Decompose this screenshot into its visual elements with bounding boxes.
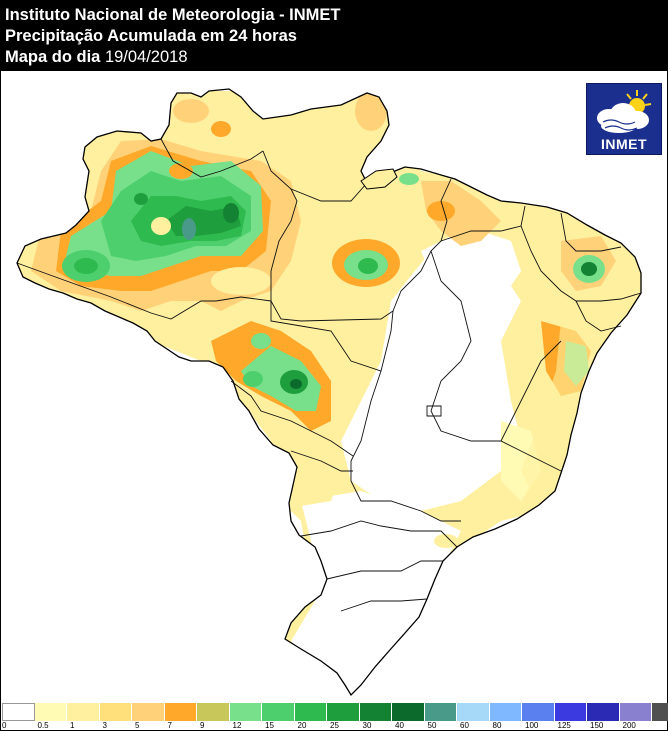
sun-cloud-logo-icon: [597, 90, 652, 133]
legend-tick: 60: [460, 721, 469, 730]
legend-swatch: [392, 703, 425, 721]
legend-swatch: [359, 703, 392, 721]
map-subtitle: Precipitação Acumulada em 24 horas: [5, 27, 297, 45]
legend-swatch: [132, 703, 165, 721]
legend-tick: 80: [492, 721, 502, 730]
legend-swatch: [327, 703, 360, 721]
logo-text: INMET: [600, 136, 648, 152]
brazil-outline: [16, 88, 642, 697]
legend-swatch: [34, 703, 67, 721]
legend-swatch: [99, 703, 132, 721]
legend-tick: 0: [2, 721, 7, 730]
map-date: 19/04/2018: [104, 48, 188, 66]
institute-title: Instituto Nacional de Meteorologia - INM…: [5, 6, 341, 24]
legend-swatch: [522, 703, 555, 721]
legend-swatch: [164, 703, 197, 721]
legend-color-bar: [2, 703, 668, 721]
precipitation-fields: [17, 91, 641, 695]
legend-tick: 3: [102, 721, 107, 730]
legend-swatch: [619, 703, 652, 721]
legend-tick: 20: [297, 721, 307, 730]
legend-swatch: [587, 703, 620, 721]
marajo-island: [360, 168, 398, 190]
state-borders: [16, 138, 642, 612]
map-date-label: Mapa do dia: [5, 48, 101, 66]
legend-swatch: [2, 703, 35, 721]
legend-tick: 9: [200, 721, 205, 730]
legend-tick: 1: [70, 721, 75, 730]
legend-tick: 15: [265, 721, 274, 730]
inmet-logo: INMET: [586, 83, 662, 155]
legend-swatch: [457, 703, 490, 721]
legend-tick: 200: [622, 721, 636, 730]
legend-tick: 50: [427, 721, 437, 730]
legend-swatch: [489, 703, 522, 721]
legend-tick: 40: [395, 721, 404, 730]
legend-swatch: [554, 703, 587, 721]
legend-swatch: [424, 703, 457, 721]
legend-tick-labels: 0 0.5 1 3 5 7 9 12 15 20 25 30 40 50 60 80 100 125 150 200: [1, 721, 667, 731]
legend-swatch: [67, 703, 100, 721]
legend-tick: 100: [525, 721, 539, 730]
legend-tick: 125: [557, 721, 571, 730]
legend-swatch: [652, 703, 668, 721]
legend-tick: 5: [135, 721, 140, 730]
legend-tick: 0.5: [37, 721, 49, 730]
legend-tick: 12: [232, 721, 242, 730]
legend-swatch: [229, 703, 262, 721]
legend-swatch: [262, 703, 295, 721]
legend-swatch: [197, 703, 230, 721]
legend-tick: 7: [167, 721, 172, 730]
legend-swatch: [294, 703, 327, 721]
legend-tick: 150: [590, 721, 604, 730]
precipitation-legend: 0 0.5 1 3 5 7 9 12 15 20 25 30 40 50 60 80 100 125 150 200: [1, 703, 668, 731]
precipitation-map: [16, 88, 642, 697]
map-date-line: Mapa do dia 19/04/2018: [5, 47, 667, 68]
legend-tick: 25: [330, 721, 339, 730]
legend-tick: 30: [362, 721, 372, 730]
map-header: Instituto Nacional de Meteorologia - INM…: [1, 1, 667, 71]
